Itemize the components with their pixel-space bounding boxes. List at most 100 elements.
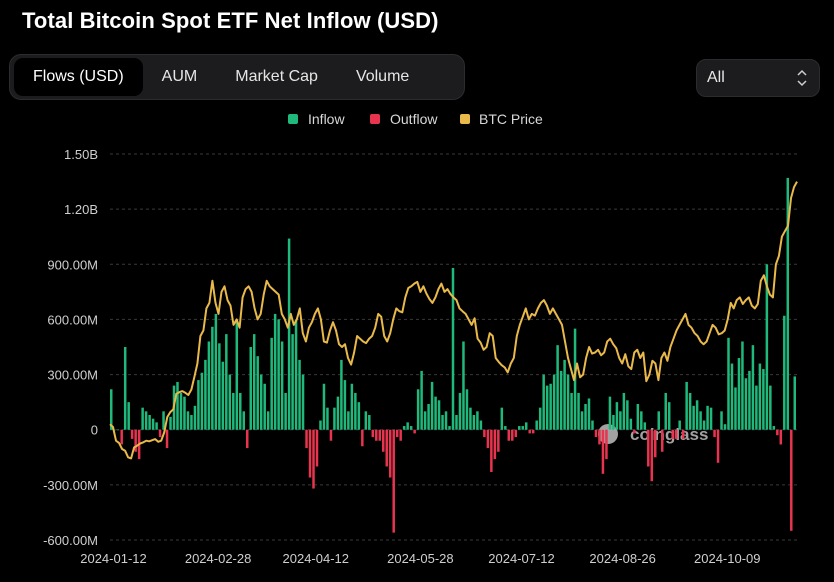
- inflow-bar[interactable]: [141, 407, 144, 430]
- outflow-bar[interactable]: [392, 429, 395, 533]
- inflow-bar[interactable]: [221, 361, 225, 430]
- inflow-bar[interactable]: [751, 345, 755, 430]
- inflow-bar[interactable]: [270, 337, 273, 430]
- inflow-bar[interactable]: [409, 426, 413, 430]
- tab-volume[interactable]: Volume: [355, 68, 410, 85]
- inflow-bar[interactable]: [336, 396, 340, 430]
- outflow-bar[interactable]: [490, 429, 493, 472]
- inflow-bar[interactable]: [162, 411, 165, 430]
- outflow-bar[interactable]: [528, 429, 531, 434]
- inflow-bar[interactable]: [462, 341, 465, 430]
- inflow-bar[interactable]: [748, 370, 751, 430]
- inflow-bar[interactable]: [755, 385, 758, 430]
- outflow-bar[interactable]: [531, 429, 535, 434]
- outflow-bar[interactable]: [681, 429, 685, 439]
- inflow-bar[interactable]: [678, 420, 681, 430]
- inflow-bar[interactable]: [252, 334, 256, 430]
- inflow-bar[interactable]: [458, 392, 462, 430]
- inflow-bar[interactable]: [183, 396, 186, 430]
- inflow-bar[interactable]: [765, 264, 769, 430]
- inflow-bar[interactable]: [469, 407, 472, 430]
- inflow-bar[interactable]: [626, 400, 629, 430]
- inflow-bar[interactable]: [786, 177, 790, 430]
- tab-market-cap[interactable]: Market Cap: [235, 68, 318, 85]
- inflow-bar[interactable]: [570, 392, 573, 430]
- inflow-bar[interactable]: [287, 238, 291, 430]
- inflow-bar[interactable]: [444, 411, 448, 430]
- inflow-bar[interactable]: [242, 411, 246, 430]
- outflow-bar[interactable]: [246, 429, 249, 449]
- inflow-bar[interactable]: [591, 420, 594, 430]
- inflow-bar[interactable]: [455, 415, 458, 430]
- inflow-bar[interactable]: [151, 418, 155, 430]
- outflow-bar[interactable]: [329, 429, 333, 441]
- inflow-bar[interactable]: [214, 313, 218, 430]
- outflow-bar[interactable]: [130, 429, 134, 439]
- outflow-bar[interactable]: [361, 429, 364, 447]
- btc-price-line[interactable]: [109, 181, 798, 460]
- inflow-bar[interactable]: [584, 403, 587, 430]
- outflow-bar[interactable]: [716, 429, 720, 463]
- outflow-bar[interactable]: [671, 429, 674, 439]
- outflow-bar[interactable]: [647, 429, 650, 467]
- inflow-bar[interactable]: [664, 392, 667, 430]
- legend-outflow[interactable]: Outflow: [390, 111, 438, 127]
- inflow-bar[interactable]: [723, 424, 727, 430]
- inflow-bar[interactable]: [559, 370, 563, 430]
- outflow-bar[interactable]: [378, 429, 382, 441]
- inflow-bar[interactable]: [197, 380, 200, 430]
- outflow-bar[interactable]: [779, 429, 783, 445]
- inflow-bar[interactable]: [535, 420, 538, 430]
- outflow-bar[interactable]: [594, 429, 598, 438]
- inflow-bar[interactable]: [186, 411, 190, 430]
- outflow-bar[interactable]: [134, 429, 137, 452]
- outflow-bar[interactable]: [158, 429, 162, 438]
- inflow-bar[interactable]: [350, 383, 354, 430]
- inflow-bar[interactable]: [155, 422, 158, 430]
- inflow-bar[interactable]: [552, 374, 556, 430]
- inflow-bar[interactable]: [434, 396, 437, 430]
- inflow-bar[interactable]: [110, 389, 113, 430]
- inflow-bar[interactable]: [416, 389, 420, 430]
- inflow-bar[interactable]: [211, 326, 214, 430]
- inflow-bar[interactable]: [688, 392, 692, 430]
- inflow-bar[interactable]: [301, 374, 305, 430]
- inflow-bar[interactable]: [326, 407, 329, 430]
- inflow-bar[interactable]: [556, 345, 559, 430]
- outflow-bar[interactable]: [120, 429, 123, 445]
- inflow-bar[interactable]: [277, 319, 280, 430]
- tab-aum[interactable]: AUM: [161, 68, 198, 85]
- outflow-bar[interactable]: [483, 429, 486, 438]
- inflow-bar[interactable]: [451, 267, 455, 430]
- outflow-bar[interactable]: [713, 429, 716, 438]
- tab-flows[interactable]: Flows (USD): [14, 58, 143, 96]
- inflow-bar[interactable]: [524, 422, 528, 430]
- outflow-bar[interactable]: [601, 429, 605, 474]
- inflow-bar[interactable]: [549, 383, 552, 430]
- range-select[interactable]: All: [696, 59, 820, 97]
- inflow-bar[interactable]: [465, 389, 469, 430]
- outflow-bar[interactable]: [399, 429, 402, 441]
- outflow-bar[interactable]: [395, 429, 399, 438]
- inflow-bar[interactable]: [636, 403, 640, 430]
- inflow-bar[interactable]: [500, 407, 504, 430]
- inflow-bar[interactable]: [762, 369, 765, 430]
- inflow-bar[interactable]: [123, 347, 127, 430]
- legend-btc-price[interactable]: BTC Price: [479, 111, 543, 127]
- inflow-bar[interactable]: [629, 418, 633, 430]
- inflow-bar[interactable]: [169, 416, 172, 430]
- inflow-bar[interactable]: [193, 405, 197, 430]
- inflow-bar[interactable]: [793, 376, 796, 430]
- inflow-bar[interactable]: [200, 372, 204, 430]
- inflow-bar[interactable]: [783, 315, 786, 430]
- inflow-bar[interactable]: [319, 420, 322, 430]
- inflow-bar[interactable]: [608, 396, 612, 430]
- inflow-bar[interactable]: [727, 337, 730, 430]
- inflow-bar[interactable]: [266, 411, 270, 430]
- outflow-bar[interactable]: [375, 429, 378, 441]
- inflow-bar[interactable]: [357, 402, 361, 430]
- inflow-bar[interactable]: [144, 411, 148, 430]
- outflow-bar[interactable]: [413, 429, 416, 434]
- inflow-bar[interactable]: [612, 415, 615, 430]
- inflow-bar[interactable]: [720, 411, 723, 430]
